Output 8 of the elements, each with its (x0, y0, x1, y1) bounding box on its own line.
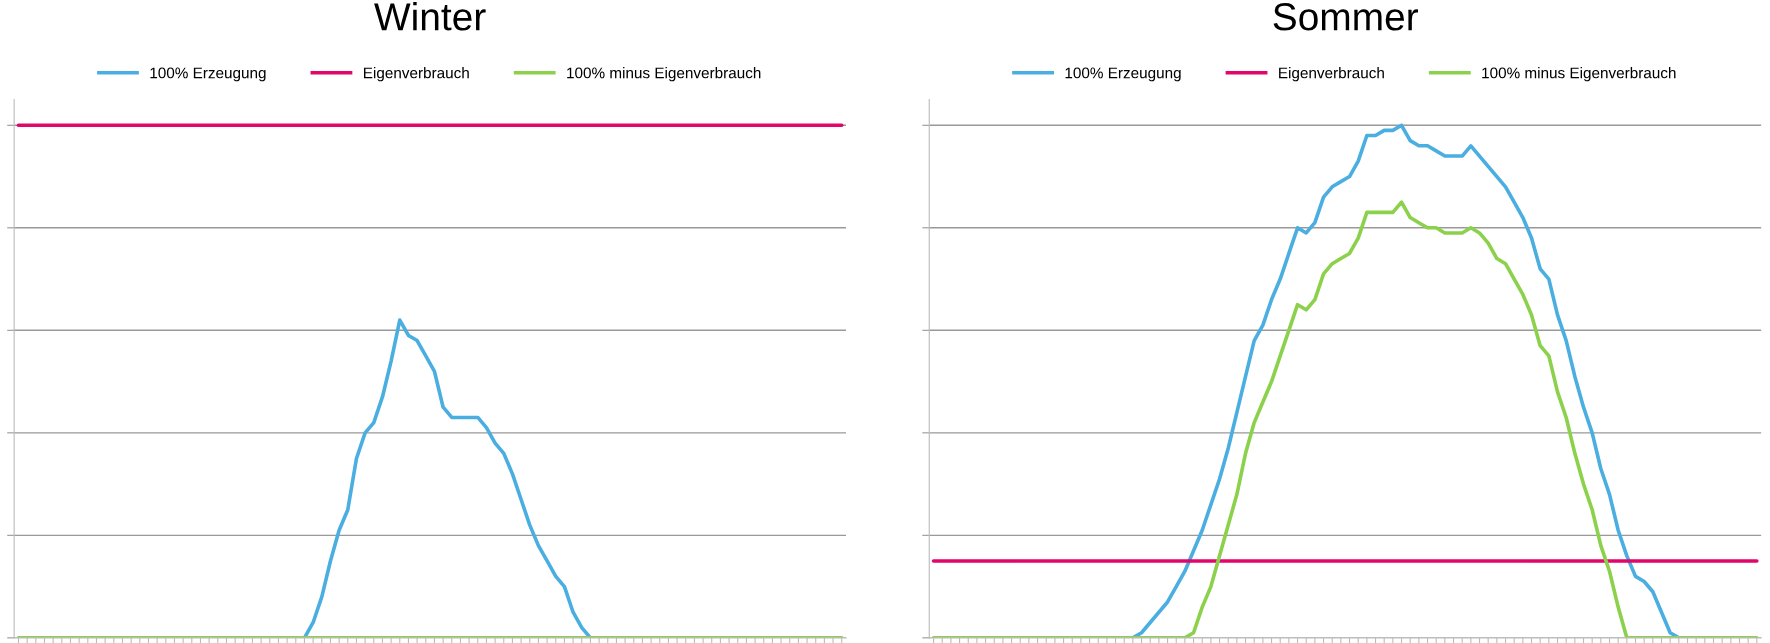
legend-label: 100% Erzeugung (150, 67, 266, 82)
legend-label: 100% Erzeugung (1065, 67, 1181, 82)
legend-label: 100% minus Eigenverbrauch (567, 67, 761, 82)
chart-title: Winter (374, 2, 486, 31)
chart-title: Sommer (1273, 3, 1419, 31)
legend-label: Eigenverbrauch (1279, 67, 1384, 82)
legend-label: 100% minus Eigenverbrauch (1482, 67, 1676, 82)
legend-label: Eigenverbrauch (364, 67, 469, 82)
